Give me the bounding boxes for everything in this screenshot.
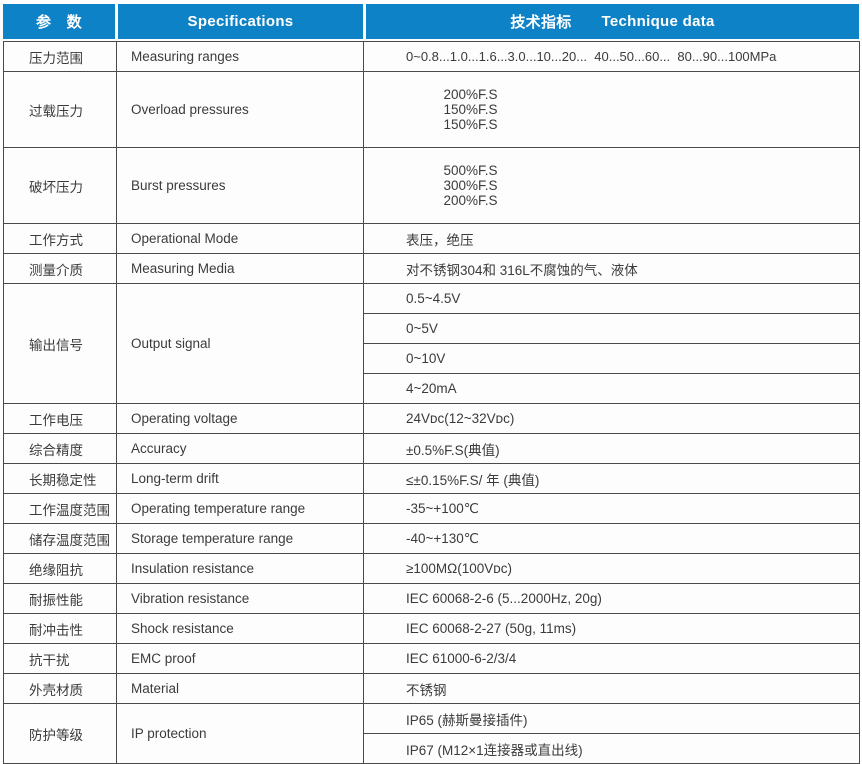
spec-table: 压力范围 Measuring ranges 0~0.8...1.0...1.6.… xyxy=(3,41,860,764)
header-technique-data: 技术指标 Technique data xyxy=(366,4,859,39)
param-name-cell: 耐振性能 xyxy=(3,583,117,614)
row-output-signal-sub: 0~10V xyxy=(4,343,860,374)
header-param: 参 数 xyxy=(3,4,115,39)
param-name-cell: 抗干扰 xyxy=(3,643,117,674)
value-cell: 不锈钢 xyxy=(363,673,860,704)
row-overload-pressures: 过载压力 Overload pressures 200%F.S 150%F.S … xyxy=(3,71,860,148)
spec-sheet: 参 数 Specifications 技术指标 Technique data 压… xyxy=(3,4,860,764)
param-name-cell: 综合精度 xyxy=(3,433,117,464)
row-material: 外壳材质 Material 不锈钢 xyxy=(3,673,860,704)
value-cell: 0.5~4.5V xyxy=(363,283,860,314)
spec-name-cell: Operating temperature range xyxy=(116,493,364,524)
value-cell: 0~5V xyxy=(363,313,860,344)
param-name-cell: 绝缘阻抗 xyxy=(3,553,117,584)
value-cell: 表压，绝压 xyxy=(363,223,860,254)
row-operating-temperature: 工作温度范围 Operating temperature range -35~+… xyxy=(3,493,860,524)
header-specifications-label: Specifications xyxy=(187,13,294,30)
value-cell: 0~0.8...1.0...1.6...3.0...10...20... 40.… xyxy=(363,41,860,72)
spec-name-cell: Operational Mode xyxy=(116,223,364,254)
param-name-cell: 过载压力 xyxy=(3,71,117,148)
header-tech-en-label: Technique data xyxy=(601,13,715,30)
spec-name-cell: Overload pressures xyxy=(116,71,364,148)
value-cell: ≤±0.15%F.S/ 年 (典值) xyxy=(363,463,860,494)
row-insulation-resistance: 绝缘阻抗 Insulation resistance ≥100MΩ(100Vᴅᴄ… xyxy=(3,553,860,584)
value-cell: IEC 60068-2-27 (50g, 11ms) xyxy=(363,613,860,644)
param-name-cell: 输出信号 xyxy=(3,283,117,404)
row-measuring-ranges: 压力范围 Measuring ranges 0~0.8...1.0...1.6.… xyxy=(3,41,860,72)
header-specifications: Specifications xyxy=(118,4,363,39)
param-name-cell: 压力范围 xyxy=(3,41,117,72)
value-cell: ≥100MΩ(100Vᴅᴄ) xyxy=(363,553,860,584)
param-name-cell: 工作温度范围 xyxy=(3,493,117,524)
spec-name-cell: Material xyxy=(116,673,364,704)
row-operational-mode: 工作方式 Operational Mode 表压，绝压 xyxy=(3,223,860,254)
spec-name-cell: Measuring Media xyxy=(116,253,364,284)
param-name-cell: 防护等级 xyxy=(3,703,117,764)
value-cell: 0~10V xyxy=(363,343,860,374)
spec-name-cell: Measuring ranges xyxy=(116,41,364,72)
value-a: 200%F.S xyxy=(443,87,498,102)
spec-name-cell: Operating voltage xyxy=(116,403,364,434)
header-param-label: 参 数 xyxy=(36,14,82,31)
spec-name-cell: IP protection xyxy=(116,703,364,764)
value-cell: -35~+100℃ xyxy=(363,493,860,524)
param-name-cell: 工作方式 xyxy=(3,223,117,254)
spec-name-cell: EMC proof xyxy=(116,643,364,674)
value-c: 200%F.S xyxy=(443,193,498,208)
table-header: 参 数 Specifications 技术指标 Technique data xyxy=(3,4,859,39)
value-cell: 200%F.S 150%F.S 150%F.S xyxy=(363,71,860,148)
spec-name-cell: Accuracy xyxy=(116,433,364,464)
value-cell: IP65 (赫斯曼接插件) xyxy=(363,703,860,734)
row-shock-resistance: 耐冲击性 Shock resistance IEC 60068-2-27 (50… xyxy=(3,613,860,644)
spec-name-cell: Insulation resistance xyxy=(116,553,364,584)
spec-name-cell: Vibration resistance xyxy=(116,583,364,614)
value-cell: IEC 61000-6-2/3/4 xyxy=(363,643,860,674)
param-name-cell: 长期稳定性 xyxy=(3,463,117,494)
value-c: 150%F.S xyxy=(443,117,498,132)
param-name-cell: 外壳材质 xyxy=(3,673,117,704)
row-measuring-media: 测量介质 Measuring Media 对不锈钢304和 316L不腐蚀的气、… xyxy=(3,253,860,284)
param-name-cell: 测量介质 xyxy=(3,253,117,284)
spec-name-cell: Storage temperature range xyxy=(116,523,364,554)
value-a: 500%F.S xyxy=(443,163,498,178)
value-b: 300%F.S xyxy=(443,178,498,193)
row-long-term-drift: 长期稳定性 Long-term drift ≤±0.15%F.S/ 年 (典值) xyxy=(3,463,860,494)
row-storage-temperature: 储存温度范围 Storage temperature range -40~+13… xyxy=(3,523,860,554)
value-cell: 500%F.S 300%F.S 200%F.S xyxy=(363,147,860,224)
value-cell: IEC 60068-2-6 (5...2000Hz, 20g) xyxy=(363,583,860,614)
spec-name-cell: Output signal xyxy=(116,283,364,404)
value-b: 150%F.S xyxy=(443,102,498,117)
value-cell: 4~20mA xyxy=(363,373,860,404)
row-emc-proof: 抗干扰 EMC proof IEC 61000-6-2/3/4 xyxy=(3,643,860,674)
row-vibration-resistance: 耐振性能 Vibration resistance IEC 60068-2-6 … xyxy=(3,583,860,614)
param-name-cell: 工作电压 xyxy=(3,403,117,434)
row-output-signal: 输出信号 Output signal 0.5~4.5V xyxy=(3,283,860,404)
value-cell: -40~+130℃ xyxy=(363,523,860,554)
param-name-cell: 破坏压力 xyxy=(3,147,117,224)
param-name-cell: 储存温度范围 xyxy=(3,523,117,554)
value-cell: ±0.5%F.S(典值) xyxy=(363,433,860,464)
row-accuracy: 综合精度 Accuracy ±0.5%F.S(典值) xyxy=(3,433,860,464)
value-cell: IP67 (M12×1连接器或直出线) xyxy=(363,733,860,764)
spec-name-cell: Shock resistance xyxy=(116,613,364,644)
row-ip-protection: 防护等级 IP protection IP65 (赫斯曼接插件) xyxy=(3,703,860,764)
value-cell: 24Vᴅᴄ(12~32Vᴅᴄ) xyxy=(363,403,860,434)
spec-name-cell: Burst pressures xyxy=(116,147,364,224)
spec-name-cell: Long-term drift xyxy=(116,463,364,494)
value-cell: 对不锈钢304和 316L不腐蚀的气、液体 xyxy=(363,253,860,284)
header-tech-cn-label: 技术指标 xyxy=(510,14,572,31)
row-operating-voltage: 工作电压 Operating voltage 24Vᴅᴄ(12~32Vᴅᴄ) xyxy=(3,403,860,434)
param-name-cell: 耐冲击性 xyxy=(3,613,117,644)
row-burst-pressures: 破坏压力 Burst pressures 500%F.S 300%F.S 200… xyxy=(3,147,860,224)
